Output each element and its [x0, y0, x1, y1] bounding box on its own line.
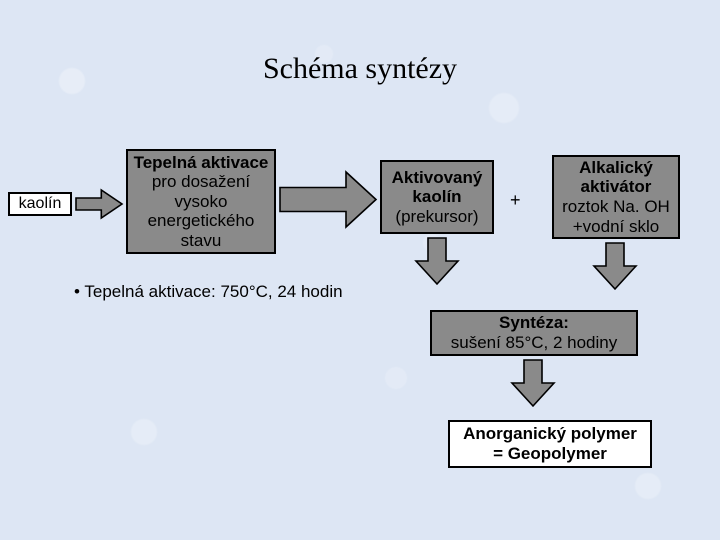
- node-kaolin-label: kaolín: [19, 195, 62, 213]
- note-thermal: • Tepelná aktivace: 750°C, 24 hodin: [74, 282, 343, 302]
- node-synthesis: Syntéza:sušení 85°C, 2 hodiny: [430, 310, 638, 356]
- page-title: Schéma syntézy: [0, 52, 720, 86]
- node-activator-label: Alkalickýaktivátorroztok Na. OH+vodní sk…: [562, 158, 670, 236]
- node-activation: Tepelná aktivacepro dosaženívysokoenerge…: [126, 149, 276, 254]
- arrow-activation-to-precursor: [280, 172, 376, 227]
- plus-icon: +: [510, 190, 521, 211]
- arrow-kaolin-to-activation: [76, 190, 122, 218]
- node-synthesis-label: Syntéza:sušení 85°C, 2 hodiny: [451, 313, 618, 352]
- node-activator: Alkalickýaktivátorroztok Na. OH+vodní sk…: [552, 155, 680, 239]
- node-activation-label: Tepelná aktivacepro dosaženívysokoenerge…: [134, 153, 269, 251]
- node-result: Anorganický polymer= Geopolymer: [448, 420, 652, 468]
- node-precursor: Aktivovanýkaolín(prekursor): [380, 160, 494, 234]
- arrow-precursor-down: [416, 238, 458, 284]
- node-precursor-label: Aktivovanýkaolín(prekursor): [392, 168, 483, 227]
- arrow-activator-down: [594, 243, 636, 289]
- node-kaolin: kaolín: [8, 192, 72, 216]
- arrow-synthesis-down: [512, 360, 554, 406]
- node-result-label: Anorganický polymer= Geopolymer: [463, 424, 637, 463]
